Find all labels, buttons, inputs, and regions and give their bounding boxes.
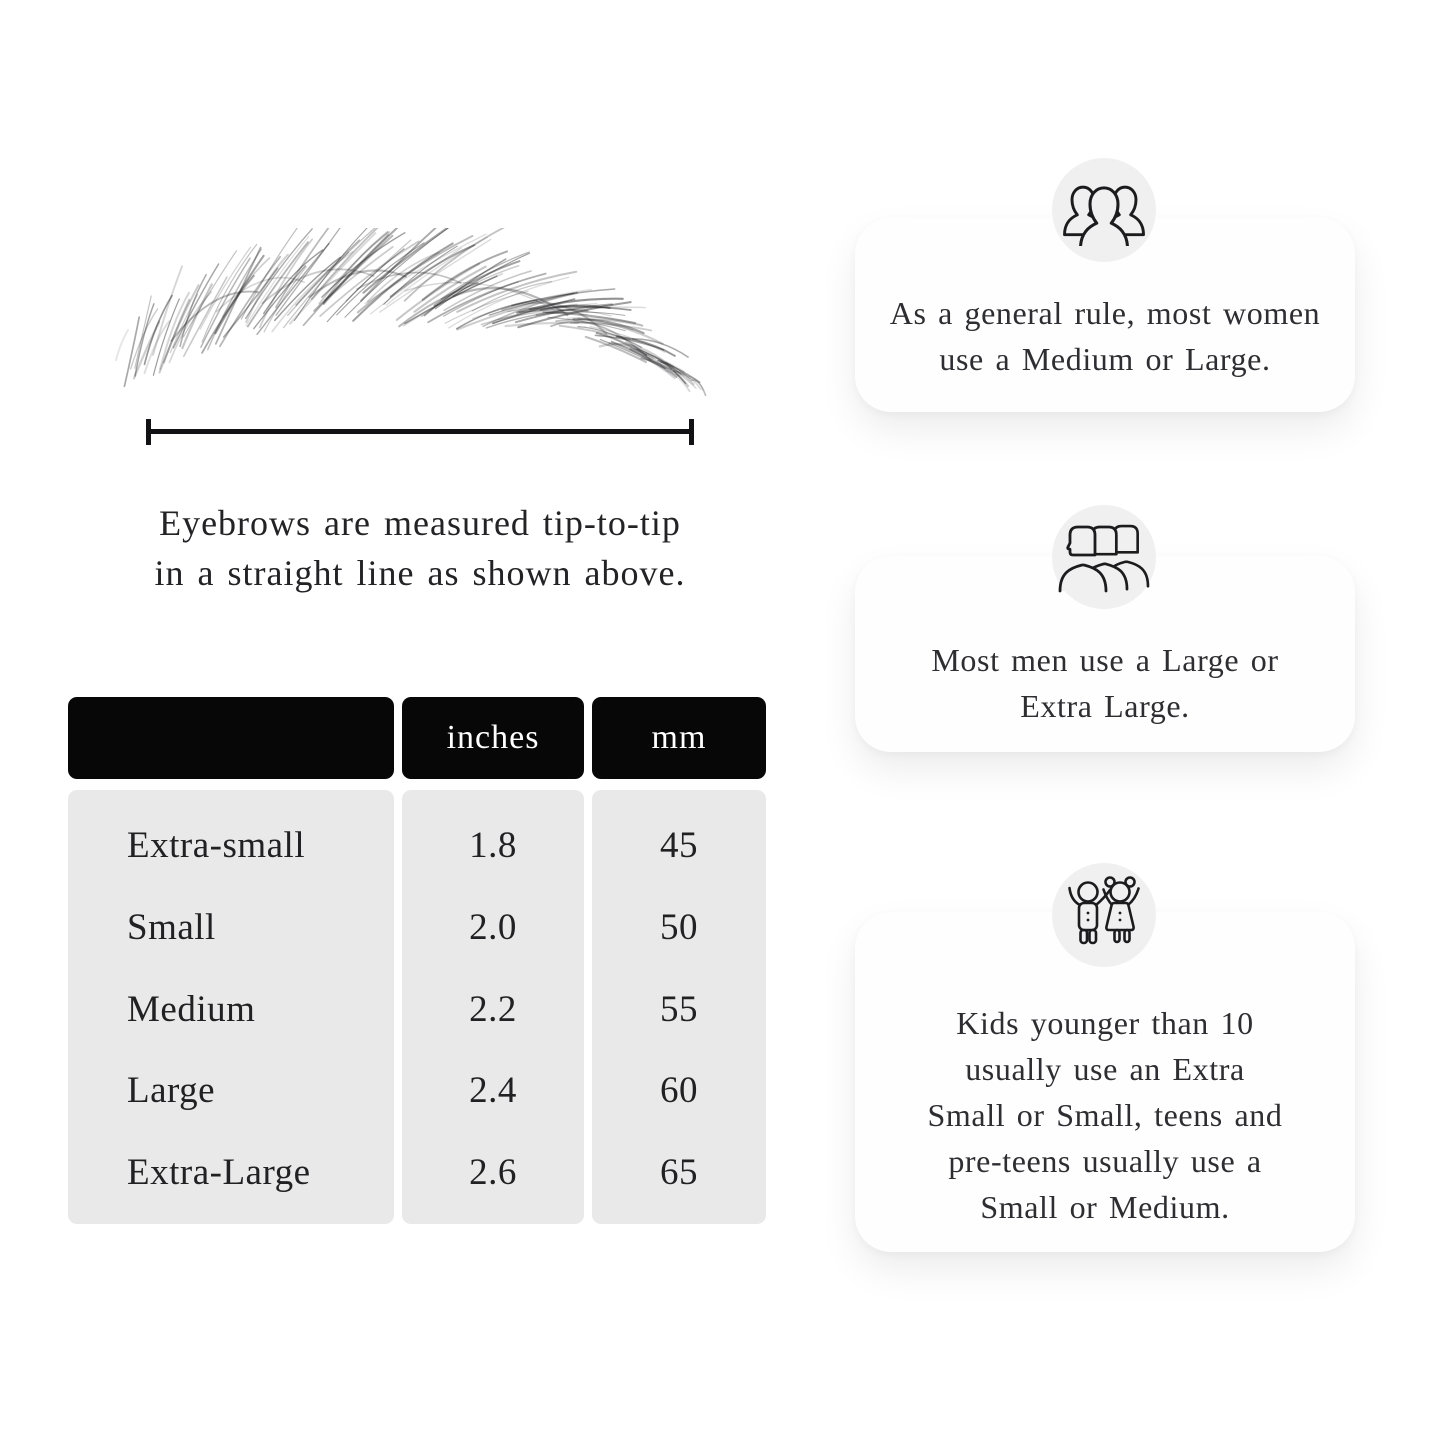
table-row: Large 2.4 60 <box>68 1049 766 1131</box>
mm-value: 60 <box>660 1069 698 1111</box>
measurement-right-cap <box>689 419 694 445</box>
mm-value: 65 <box>660 1151 698 1193</box>
inches-value: 2.4 <box>469 1069 517 1111</box>
table-body-column-mm <box>592 790 766 1224</box>
caption-line-1: Eyebrows are measured tip-to-tip <box>159 503 681 543</box>
men-icon-circle <box>1052 505 1156 609</box>
card-kids-line-1: Kids younger than 10 <box>956 1005 1254 1041</box>
women-group-icon <box>1063 185 1145 246</box>
card-men-line-1: Most men use a Large or <box>931 642 1279 678</box>
table-header-mm: mm <box>592 697 766 779</box>
card-men-line-2: Extra Large. <box>1020 688 1190 724</box>
size-label: Medium <box>127 988 256 1030</box>
table-row: Extra-Large 2.6 65 <box>68 1131 766 1213</box>
card-kids: Kids younger than 10 usually use an Extr… <box>855 912 1355 1252</box>
size-label: Large <box>127 1069 216 1111</box>
card-women-text: As a general rule, most women use a Medi… <box>865 290 1345 382</box>
mm-value: 50 <box>660 906 698 948</box>
inches-value: 2.2 <box>469 988 517 1030</box>
table-header-size <box>68 697 394 779</box>
measurement-left-cap <box>146 419 151 445</box>
table-header-inches: inches <box>402 697 584 779</box>
card-men-text: Most men use a Large or Extra Large. <box>865 637 1345 729</box>
card-kids-line-4: pre-teens usually use a <box>948 1143 1262 1179</box>
card-kids-text: Kids younger than 10 usually use an Extr… <box>865 1000 1345 1230</box>
women-icon-circle <box>1052 158 1156 262</box>
table-body-column-size <box>68 790 394 1224</box>
size-label: Small <box>127 906 216 948</box>
size-label: Extra-Large <box>127 1151 311 1193</box>
measurement-line <box>146 419 694 445</box>
card-kids-line-2: usually use an Extra <box>965 1051 1245 1087</box>
inches-value: 2.6 <box>469 1151 517 1193</box>
men-group-icon <box>1058 524 1150 593</box>
card-women-line-1: As a general rule, most women <box>889 295 1321 331</box>
mm-value: 45 <box>660 824 698 866</box>
mm-value: 55 <box>660 988 698 1030</box>
measurement-caption: Eyebrows are measured tip-to-tip in a st… <box>90 498 750 598</box>
card-kids-line-3: Small or Small, teens and <box>927 1097 1283 1133</box>
table-row: Extra-small 1.8 45 <box>68 804 766 886</box>
table-row: Medium 2.2 55 <box>68 968 766 1050</box>
card-women-line-2: use a Medium or Large. <box>939 341 1271 377</box>
card-men: Most men use a Large or Extra Large. <box>855 556 1355 752</box>
caption-line-2: in a straight line as shown above. <box>154 553 686 593</box>
table-body-column-inches <box>402 790 584 1224</box>
inches-value: 1.8 <box>469 824 517 866</box>
card-kids-line-5: Small or Medium. <box>980 1189 1230 1225</box>
kids-icon <box>1068 876 1140 945</box>
kids-icon-circle <box>1052 863 1156 967</box>
eyebrow-illustration <box>115 228 707 397</box>
inches-value: 2.0 <box>469 906 517 948</box>
table-row: Small 2.0 50 <box>68 886 766 968</box>
size-label: Extra-small <box>127 824 306 866</box>
